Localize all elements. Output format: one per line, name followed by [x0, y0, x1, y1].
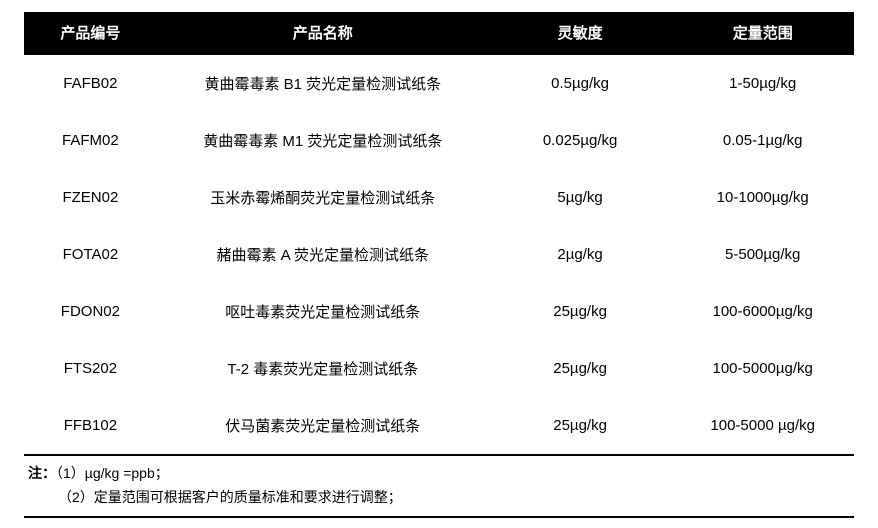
cell-name: 玉米赤霉烯酮荧光定量检测试纸条	[157, 169, 489, 226]
footnote-text-1: （1）µg/kg =ppb；	[56, 465, 169, 481]
cell-sens: 25µg/kg	[489, 283, 672, 340]
cell-name: 黄曲霉毒素 B1 荧光定量检测试纸条	[157, 55, 489, 112]
cell-name: 伏马菌素荧光定量检测试纸条	[157, 397, 489, 454]
cell-name: 呕吐毒素荧光定量检测试纸条	[157, 283, 489, 340]
footnote-line-2: （2）定量范围可根据客户的质量标准和要求进行调整；	[28, 486, 854, 510]
cell-range: 10-1000µg/kg	[671, 169, 854, 226]
table-row: FAFM02 黄曲霉毒素 M1 荧光定量检测试纸条 0.025µg/kg 0.0…	[24, 112, 854, 169]
footnote-block: 注：（1）µg/kg =ppb； （2）定量范围可根据客户的质量标准和要求进行调…	[24, 454, 854, 518]
cell-range: 5-500µg/kg	[671, 226, 854, 283]
cell-range: 100-6000µg/kg	[671, 283, 854, 340]
cell-code: FDON02	[24, 283, 157, 340]
cell-sens: 5µg/kg	[489, 169, 672, 226]
footnote-label: 注：	[28, 465, 56, 481]
col-header-name: 产品名称	[157, 12, 489, 54]
col-header-code: 产品编号	[24, 12, 157, 54]
cell-code: FOTA02	[24, 226, 157, 283]
table-header: 产品编号 产品名称 灵敏度 定量范围	[24, 12, 854, 54]
cell-code: FAFM02	[24, 112, 157, 169]
cell-code: FTS202	[24, 340, 157, 397]
footnote-text-2: （2）定量范围可根据客户的质量标准和要求进行调整；	[58, 489, 402, 505]
cell-code: FZEN02	[24, 169, 157, 226]
cell-range: 1-50µg/kg	[671, 55, 854, 112]
cell-name: 赭曲霉素 A 荧光定量检测试纸条	[157, 226, 489, 283]
cell-sens: 0.025µg/kg	[489, 112, 672, 169]
cell-sens: 2µg/kg	[489, 226, 672, 283]
cell-code: FAFB02	[24, 55, 157, 112]
cell-range: 100-5000 µg/kg	[671, 397, 854, 454]
footnote-line-1: 注：（1）µg/kg =ppb；	[28, 462, 854, 486]
col-header-range: 定量范围	[671, 12, 854, 54]
cell-sens: 25µg/kg	[489, 340, 672, 397]
table-row: FOTA02 赭曲霉素 A 荧光定量检测试纸条 2µg/kg 5-500µg/k…	[24, 226, 854, 283]
table-row: FFB102 伏马菌素荧光定量检测试纸条 25µg/kg 100-5000 µg…	[24, 397, 854, 454]
table-row: FAFB02 黄曲霉毒素 B1 荧光定量检测试纸条 0.5µg/kg 1-50µ…	[24, 55, 854, 112]
cell-range: 0.05-1µg/kg	[671, 112, 854, 169]
table-body: FAFB02 黄曲霉毒素 B1 荧光定量检测试纸条 0.5µg/kg 1-50µ…	[24, 54, 854, 454]
col-header-sens: 灵敏度	[489, 12, 672, 54]
table-row: FZEN02 玉米赤霉烯酮荧光定量检测试纸条 5µg/kg 10-1000µg/…	[24, 169, 854, 226]
product-table: 产品编号 产品名称 灵敏度 定量范围 FAFB02 黄曲霉毒素 B1 荧光定量检…	[24, 12, 854, 454]
table-row: FTS202 T-2 毒素荧光定量检测试纸条 25µg/kg 100-5000µ…	[24, 340, 854, 397]
cell-code: FFB102	[24, 397, 157, 454]
cell-range: 100-5000µg/kg	[671, 340, 854, 397]
cell-name: 黄曲霉毒素 M1 荧光定量检测试纸条	[157, 112, 489, 169]
cell-sens: 0.5µg/kg	[489, 55, 672, 112]
cell-name: T-2 毒素荧光定量检测试纸条	[157, 340, 489, 397]
table-row: FDON02 呕吐毒素荧光定量检测试纸条 25µg/kg 100-6000µg/…	[24, 283, 854, 340]
cell-sens: 25µg/kg	[489, 397, 672, 454]
